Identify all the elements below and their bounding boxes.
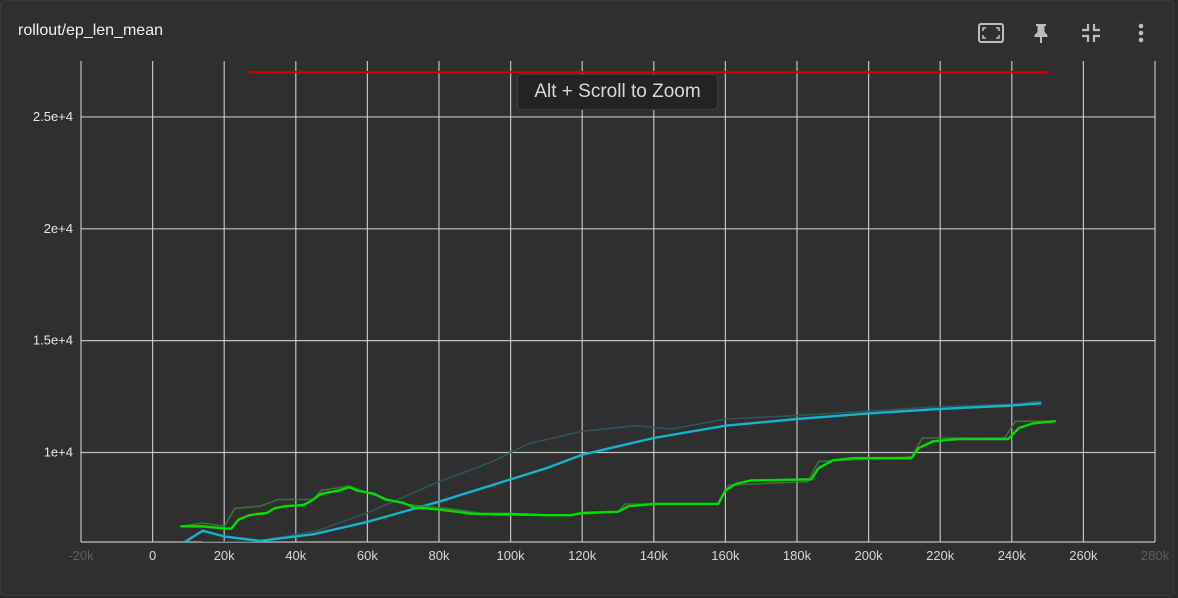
x-tick-label: 0 bbox=[149, 548, 156, 563]
x-tick-label: 140k bbox=[640, 548, 669, 563]
x-tick-label: 60k bbox=[357, 548, 378, 563]
y-tick-label: 2e+4 bbox=[44, 221, 73, 236]
chart-toolbar bbox=[975, 17, 1157, 49]
series-line-raw[interactable] bbox=[171, 400, 1042, 564]
y-tick-label: 1e+4 bbox=[44, 445, 73, 460]
y-axis-labels: 1e+4 1.5e+4 2e+4 2.5e+4 bbox=[33, 109, 73, 460]
pin-icon bbox=[1034, 24, 1048, 43]
x-tick-label: 220k bbox=[926, 548, 955, 563]
series-line[interactable] bbox=[181, 402, 1042, 544]
x-tick-label: 80k bbox=[429, 548, 450, 563]
x-axis-labels: -20k 0 20k 40k 60k 80k 100k 120k 140k 160k 180k 200… bbox=[68, 548, 1169, 563]
x-tick-label: 240k bbox=[998, 548, 1027, 563]
x-tick-label: 280k bbox=[1141, 548, 1170, 563]
chart-grid bbox=[80, 61, 1156, 543]
chart-title: rollout/ep_len_mean bbox=[18, 22, 163, 39]
more-options-button[interactable] bbox=[1125, 17, 1157, 49]
collapse-icon bbox=[1082, 24, 1100, 42]
x-tick-label: 180k bbox=[783, 548, 812, 563]
x-tick-label: 120k bbox=[568, 548, 597, 563]
pin-button[interactable] bbox=[1025, 17, 1057, 49]
series-line-raw[interactable] bbox=[180, 420, 1052, 528]
y-tick-label: 1.5e+4 bbox=[33, 333, 73, 348]
y-tick-label: 2.5e+4 bbox=[33, 109, 73, 124]
x-tick-label: 200k bbox=[854, 548, 883, 563]
series-line[interactable] bbox=[179, 420, 1057, 530]
x-tick-label: 20k bbox=[214, 548, 235, 563]
zoom-hint-tooltip: Alt + Scroll to Zoom bbox=[517, 74, 718, 110]
x-tick-label: 260k bbox=[1069, 548, 1098, 563]
fit-domain-icon bbox=[978, 23, 1004, 43]
x-tick-label: 160k bbox=[711, 548, 740, 563]
collapse-button[interactable] bbox=[1075, 17, 1107, 49]
x-tick-label: -20k bbox=[68, 548, 94, 563]
x-tick-label: 40k bbox=[285, 548, 306, 563]
x-tick-label: 100k bbox=[496, 548, 525, 563]
fit-domain-button[interactable] bbox=[975, 17, 1007, 49]
chart-series-group bbox=[171, 70, 1057, 564]
more-vert-icon bbox=[1138, 23, 1144, 43]
